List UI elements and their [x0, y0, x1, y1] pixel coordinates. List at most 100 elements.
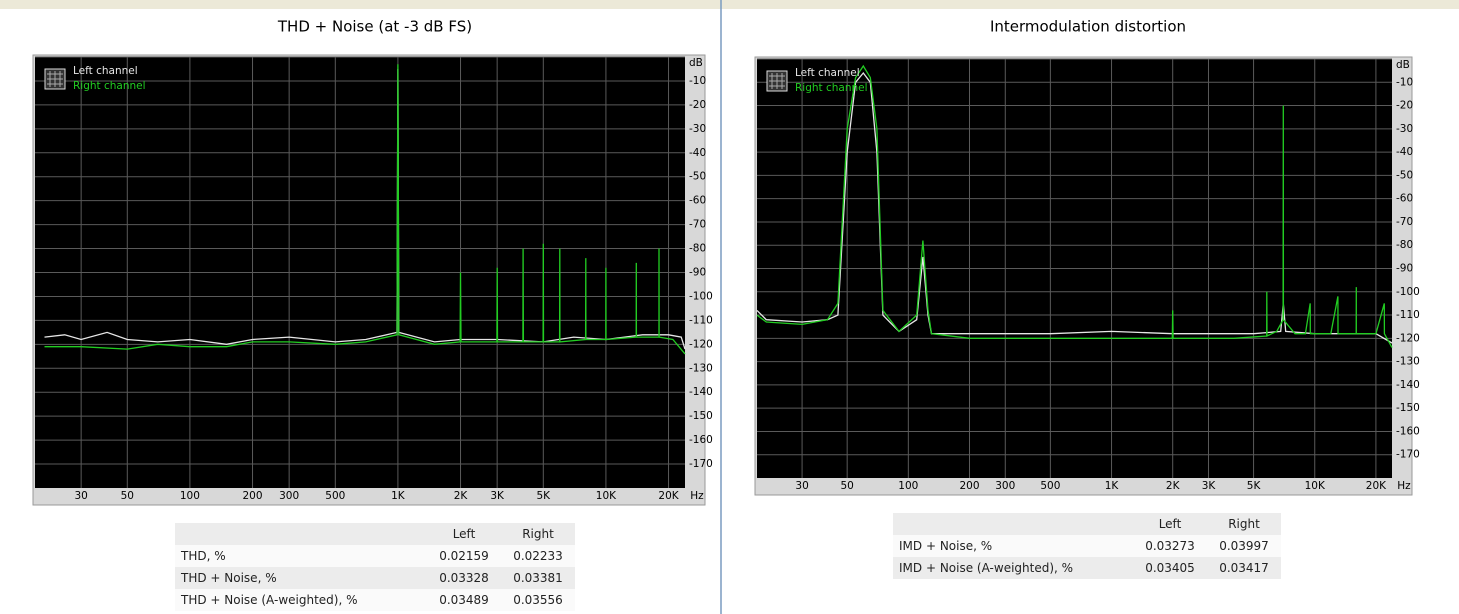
- y-tick-label: -100: [689, 290, 713, 302]
- x-tick-label: 1K: [391, 490, 406, 502]
- legend-entry: Left channel: [73, 65, 138, 77]
- x-tick-label: 1K: [1105, 480, 1120, 492]
- x-tick-label: 100: [898, 480, 918, 492]
- results-table: Left Right IMD + Noise, % 0.03273 0.03997 IMD…: [893, 513, 1281, 579]
- results-table: Left Right THD, % 0.02159 0.02233 THD + Noise…: [175, 523, 575, 611]
- series-line: [756, 64, 1393, 348]
- y-tick-label: -170: [1396, 449, 1420, 461]
- y-tick-label: -80: [689, 243, 706, 255]
- row-label: THD + Noise (A-weighted), %: [181, 593, 358, 607]
- y-tick-label: -100: [1396, 286, 1420, 298]
- value-cell: 0.03381: [513, 571, 563, 585]
- y-tick-label: -170: [689, 458, 713, 470]
- x-tick-label: 500: [325, 490, 345, 502]
- y-tick-label: -140: [689, 386, 713, 398]
- value-cell: 0.03556: [513, 593, 563, 607]
- x-tick-label: 50: [840, 480, 853, 492]
- x-axis-label: Hz: [1397, 480, 1411, 492]
- y-tick-label: -10: [1396, 76, 1413, 88]
- header-cell: [893, 513, 1133, 535]
- header-row: Left Right: [893, 513, 1281, 535]
- column-header: Left: [452, 527, 476, 541]
- y-tick-label: -160: [1396, 425, 1420, 437]
- x-tick-label: 5K: [537, 490, 552, 502]
- row-label: THD + Noise, %: [181, 571, 277, 585]
- y-tick-label: -140: [1396, 379, 1420, 391]
- y-tick-label: -10: [689, 75, 706, 87]
- y-tick-label: -160: [689, 434, 713, 446]
- y-tick-label: dB: [689, 57, 703, 69]
- column-header: Left: [1158, 517, 1182, 531]
- x-tick-label: 10K: [1305, 480, 1326, 492]
- x-tick-label: 5K: [1247, 480, 1262, 492]
- value-cell: 0.03417: [1219, 561, 1269, 575]
- y-tick-label: -60: [689, 195, 706, 207]
- value-cell: 0.03997: [1219, 539, 1269, 553]
- x-axis-label: Hz: [690, 490, 704, 502]
- chart-title: Intermodulation distortion: [990, 18, 1186, 36]
- y-tick-label: -90: [689, 267, 706, 279]
- y-tick-label: -80: [1396, 239, 1413, 251]
- x-tick-label: 300: [995, 480, 1015, 492]
- x-tick-label: 3K: [490, 490, 505, 502]
- value-cell: 0.03489: [439, 593, 489, 607]
- column-header: Right: [1228, 517, 1260, 531]
- value-cell: 0.03405: [1145, 561, 1195, 575]
- table-row: THD + Noise, % 0.03328 0.03381: [175, 567, 575, 589]
- column-header: Right: [522, 527, 554, 541]
- legend-entry: Right channel: [795, 82, 868, 94]
- y-tick-label: -90: [1396, 263, 1413, 275]
- legend-entry: Left channel: [795, 67, 860, 79]
- value-cell: 0.03273: [1145, 539, 1195, 553]
- value-cell: 0.02233: [513, 549, 563, 563]
- header-row: Left Right: [175, 523, 575, 545]
- y-tick-label: -50: [689, 171, 706, 183]
- row-label: IMD + Noise (A-weighted), %: [899, 561, 1074, 575]
- x-tick-label: 50: [121, 490, 134, 502]
- y-tick-label: -150: [1396, 402, 1420, 414]
- value-cell: 0.02159: [439, 549, 489, 563]
- y-tick-label: -70: [1396, 216, 1413, 228]
- y-tick-label: -120: [689, 338, 713, 350]
- table-row: THD, % 0.02159 0.02233: [175, 545, 575, 567]
- legend-entry: Right channel: [73, 80, 146, 92]
- y-tick-label: -50: [1396, 169, 1413, 181]
- y-tick-label: -60: [1396, 193, 1413, 205]
- x-tick-label: 2K: [1166, 480, 1181, 492]
- value-cell: 0.03328: [439, 571, 489, 585]
- y-tick-label: -40: [1396, 146, 1413, 158]
- y-tick-label: -20: [689, 99, 706, 111]
- chart-title: THD + Noise (at -3 dB FS): [277, 18, 472, 36]
- y-tick-label: -150: [689, 410, 713, 422]
- x-tick-label: 20K: [658, 490, 679, 502]
- x-tick-label: 100: [180, 490, 200, 502]
- x-tick-label: 30: [74, 490, 87, 502]
- row-label: IMD + Noise, %: [899, 539, 993, 553]
- table-row: IMD + Noise, % 0.03273 0.03997: [893, 535, 1281, 557]
- y-tick-label: -30: [1396, 123, 1413, 135]
- y-tick-label: -110: [689, 314, 713, 326]
- x-tick-label: 200: [242, 490, 262, 502]
- x-tick-label: 30: [795, 480, 808, 492]
- y-tick-label: -20: [1396, 100, 1413, 112]
- y-tick-label: -130: [1396, 356, 1420, 368]
- x-tick-label: 300: [279, 490, 299, 502]
- series-line: [756, 71, 1393, 344]
- x-tick-label: 20K: [1366, 480, 1387, 492]
- x-tick-label: 500: [1040, 480, 1060, 492]
- y-tick-label: -30: [689, 123, 706, 135]
- y-tick-label: -40: [689, 147, 706, 159]
- x-tick-label: 2K: [454, 490, 469, 502]
- series-line: [44, 64, 686, 355]
- y-tick-label: -70: [689, 219, 706, 231]
- table-row: THD + Noise (A-weighted), % 0.03489 0.0355…: [175, 589, 575, 611]
- x-tick-label: 10K: [596, 490, 617, 502]
- y-tick-label: -120: [1396, 332, 1420, 344]
- x-tick-label: 200: [959, 480, 979, 492]
- table-row: IMD + Noise (A-weighted), % 0.03405 0.0341…: [893, 557, 1281, 579]
- top-strip: [0, 0, 1459, 9]
- row-label: THD, %: [181, 549, 226, 563]
- y-tick-label: -110: [1396, 309, 1420, 321]
